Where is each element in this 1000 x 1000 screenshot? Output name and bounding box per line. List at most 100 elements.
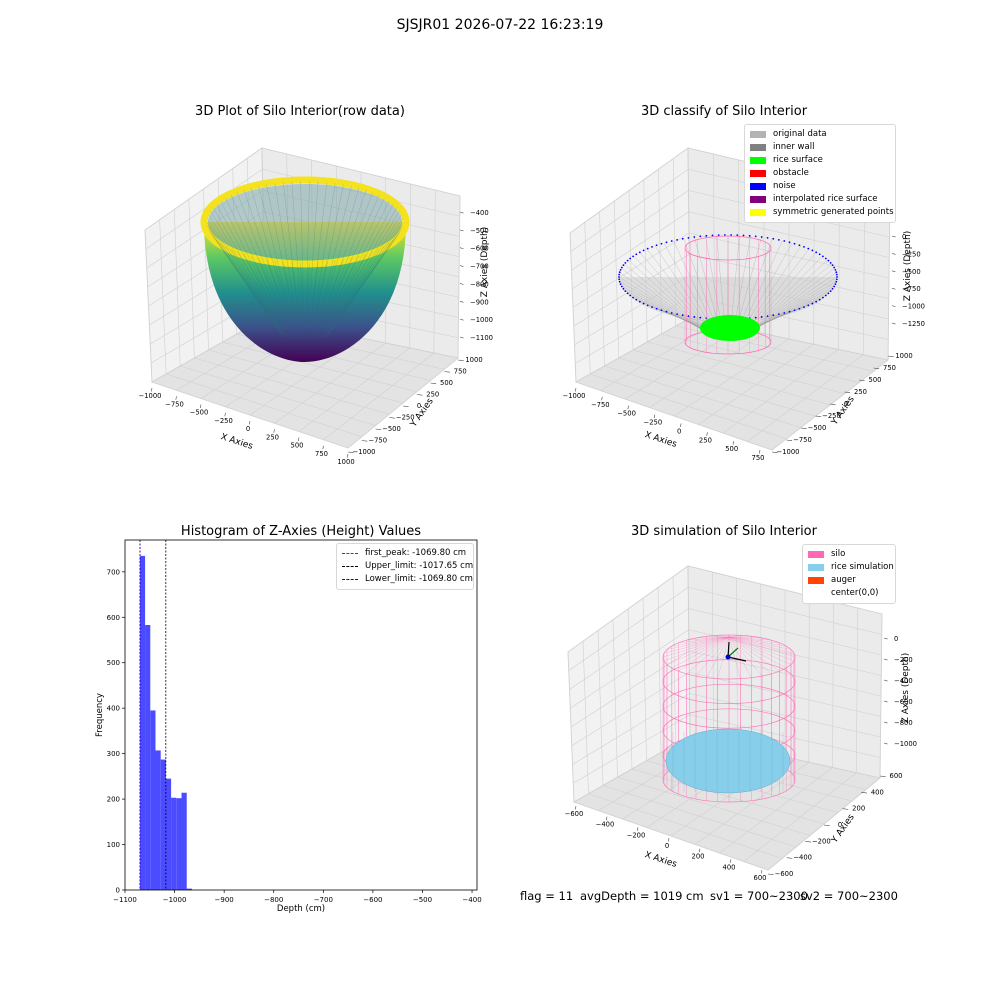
chart2-rice-surface [700, 315, 760, 341]
chart3-x-tick-label: −1000 [163, 896, 187, 904]
chart2-y-tick-label: 250 [854, 388, 867, 396]
chart3-bar [181, 792, 187, 890]
chart3-legend-label: Upper_limit: -1017.65 cm [365, 561, 474, 571]
chart1-ticks: −1000−750−500−25002505007501000−1000−750… [139, 209, 494, 466]
chart3-title: Histogram of Z-Axies (Height) Values [180, 524, 422, 539]
chart2-3d-classified: −1000−750−500−2500250500750−1000−750−500… [563, 147, 926, 462]
chart1-z-tick-label: −500 [470, 227, 489, 235]
chart2-y-tick-label: 500 [869, 376, 882, 384]
chart3-bar [155, 750, 161, 890]
chart3-legend-line [342, 566, 358, 567]
chart3-ylabel: Frequency [95, 693, 105, 737]
chart4-y-tick-label: 400 [871, 788, 884, 796]
chart4-y-tick-label: 200 [852, 805, 865, 813]
chart2-y-tick-label: −500 [808, 424, 827, 432]
chart1-y-tick-label: 500 [440, 379, 453, 387]
chart4-center-marker [725, 654, 731, 660]
chart3-x-tick-label: −1100 [113, 896, 137, 904]
status-sv2: sv2 = 700~2300 [800, 889, 898, 903]
chart1-y-tick-label: 250 [426, 391, 439, 399]
chart2-x-tick-label: −750 [591, 401, 610, 409]
chart4-zlabel: Z Axies (Depth) [901, 653, 911, 724]
chart3-legend: first_peak: -1069.80 cm Upper_limit: -101… [336, 543, 474, 590]
chart4-legend-swatch [808, 590, 824, 597]
chart4-ticks: −600 −400 −200 0 200 400 600 −600 −400 −200 0 200 40… [565, 635, 917, 882]
chart3-bar [171, 797, 177, 890]
chart4-legend-label: silo [831, 549, 846, 559]
chart4-x-tick-label: 600 [754, 874, 767, 882]
chart4-legend-swatch [808, 577, 824, 584]
status-sv1: sv1 = 700~2300 [710, 889, 808, 903]
chart4-legend-label: auger [831, 575, 856, 585]
chart1-y-tick-label: −250 [396, 414, 415, 422]
chart1-y-tick-label: −750 [368, 437, 387, 445]
chart2-legend-label: inner wall [773, 142, 815, 152]
chart1-z-tick-label: −1000 [470, 316, 493, 324]
chart3-y-tick-label: 700 [107, 568, 120, 576]
chart2-legend-item: inner wall [750, 141, 889, 154]
chart4-legend: silo rice simulation auger center(0,0) [802, 544, 896, 604]
chart3-bar [186, 888, 192, 890]
chart3-y-tick-label: 200 [107, 796, 120, 804]
chart2-z-tick-label: −1000 [902, 303, 925, 311]
chart2-x-tick-label: −1000 [563, 392, 586, 400]
chart1-x-tick-label: −500 [190, 409, 209, 417]
chart3-legend-item: Upper_limit: -1017.65 cm [342, 560, 473, 573]
chart2-legend-label: original data [773, 129, 827, 139]
chart2-legend-item: obstacle [750, 167, 889, 180]
chart1-bowl-surface [200, 176, 410, 362]
figure-title: SJSJR01 2026-07-22 16:23:19 [396, 17, 604, 33]
chart2-legend-swatch [750, 144, 766, 151]
chart4-x-tick-label: −600 [565, 810, 584, 818]
chart3-x-tick-label: −900 [215, 896, 234, 904]
chart3-histogram: −1100 −1000 −900 −800 −700 −600 −500 −400 0 100 20… [95, 539, 482, 914]
chart2-legend-item: noise [750, 180, 889, 193]
chart1-z-tick-label: −600 [470, 245, 489, 253]
chart2-z-tick-label: −500 [902, 268, 921, 276]
status-avg-depth: avgDepth = 1019 cm [580, 889, 704, 903]
chart1-x-tick-label: −750 [165, 400, 184, 408]
chart3-bar [160, 759, 166, 890]
chart2-title: 3D classify of Silo Interior [640, 104, 808, 119]
chart3-y-tick-label: 500 [107, 659, 120, 667]
chart1-y-tick-label: 750 [454, 368, 467, 376]
chart3-bar [176, 798, 182, 890]
chart1-x-tick-label: −250 [214, 417, 233, 425]
chart2-xlabel: X Axies [643, 430, 678, 450]
chart4-z-tick-label: −1000 [894, 740, 917, 748]
chart4-title: 3D simulation of Silo Interior [631, 524, 817, 539]
chart3-bar [150, 710, 156, 890]
chart3-y-tick-label: 600 [107, 614, 120, 622]
chart4-3d-simulation: −600 −400 −200 0 200 400 600 −600 −400 −200 0 200 40… [565, 565, 917, 882]
chart3-xlabel: Depth (cm) [277, 904, 325, 914]
chart2-grid [569, 147, 891, 451]
chart2-ticks: −1000−750−500−2500250500750−1000−750−500… [563, 233, 926, 462]
chart2-z-tick-label: 0 [902, 233, 906, 241]
chart4-y-tick-label: 600 [890, 772, 903, 780]
chart2-legend-label: symmetric generated points [773, 207, 894, 217]
chart3-x-tick-label: −600 [363, 896, 382, 904]
chart4-x-tick-label: −400 [596, 821, 615, 829]
chart2-z-tick-label: −250 [902, 250, 921, 258]
chart3-x-tick-label: −800 [264, 896, 283, 904]
chart3-vlines [139, 540, 167, 890]
chart3-y-tick-label: 0 [116, 887, 120, 895]
chart2-bowl [618, 234, 838, 355]
chart1-z-tick-label: −400 [470, 209, 489, 217]
chart1-x-tick-label: 750 [315, 450, 328, 458]
chart2-legend-item: interpolated rice surface [750, 193, 889, 206]
chart1-x-tick-label: 500 [291, 442, 304, 450]
chart1-y-tick-label: −1000 [353, 448, 376, 456]
chart1-y-tick-label: 0 [417, 402, 421, 410]
chart1-x-tick-label: 250 [266, 433, 279, 441]
chart2-y-tick-label: −1000 [777, 448, 800, 456]
chart4-y-tick-label: 0 [838, 821, 842, 829]
chart1-x-tick-label: 0 [246, 425, 250, 433]
chart2-legend-item: original data [750, 128, 889, 141]
chart4-legend-item: auger [808, 574, 889, 587]
chart4-legend-item: rice simulation [808, 561, 894, 574]
chart4-x-tick-label: 0 [665, 842, 669, 850]
chart2-y-tick-label: 1000 [895, 352, 912, 360]
chart2-x-tick-label: −500 [617, 410, 636, 418]
chart1-x-tick-label: 1000 [337, 458, 354, 466]
